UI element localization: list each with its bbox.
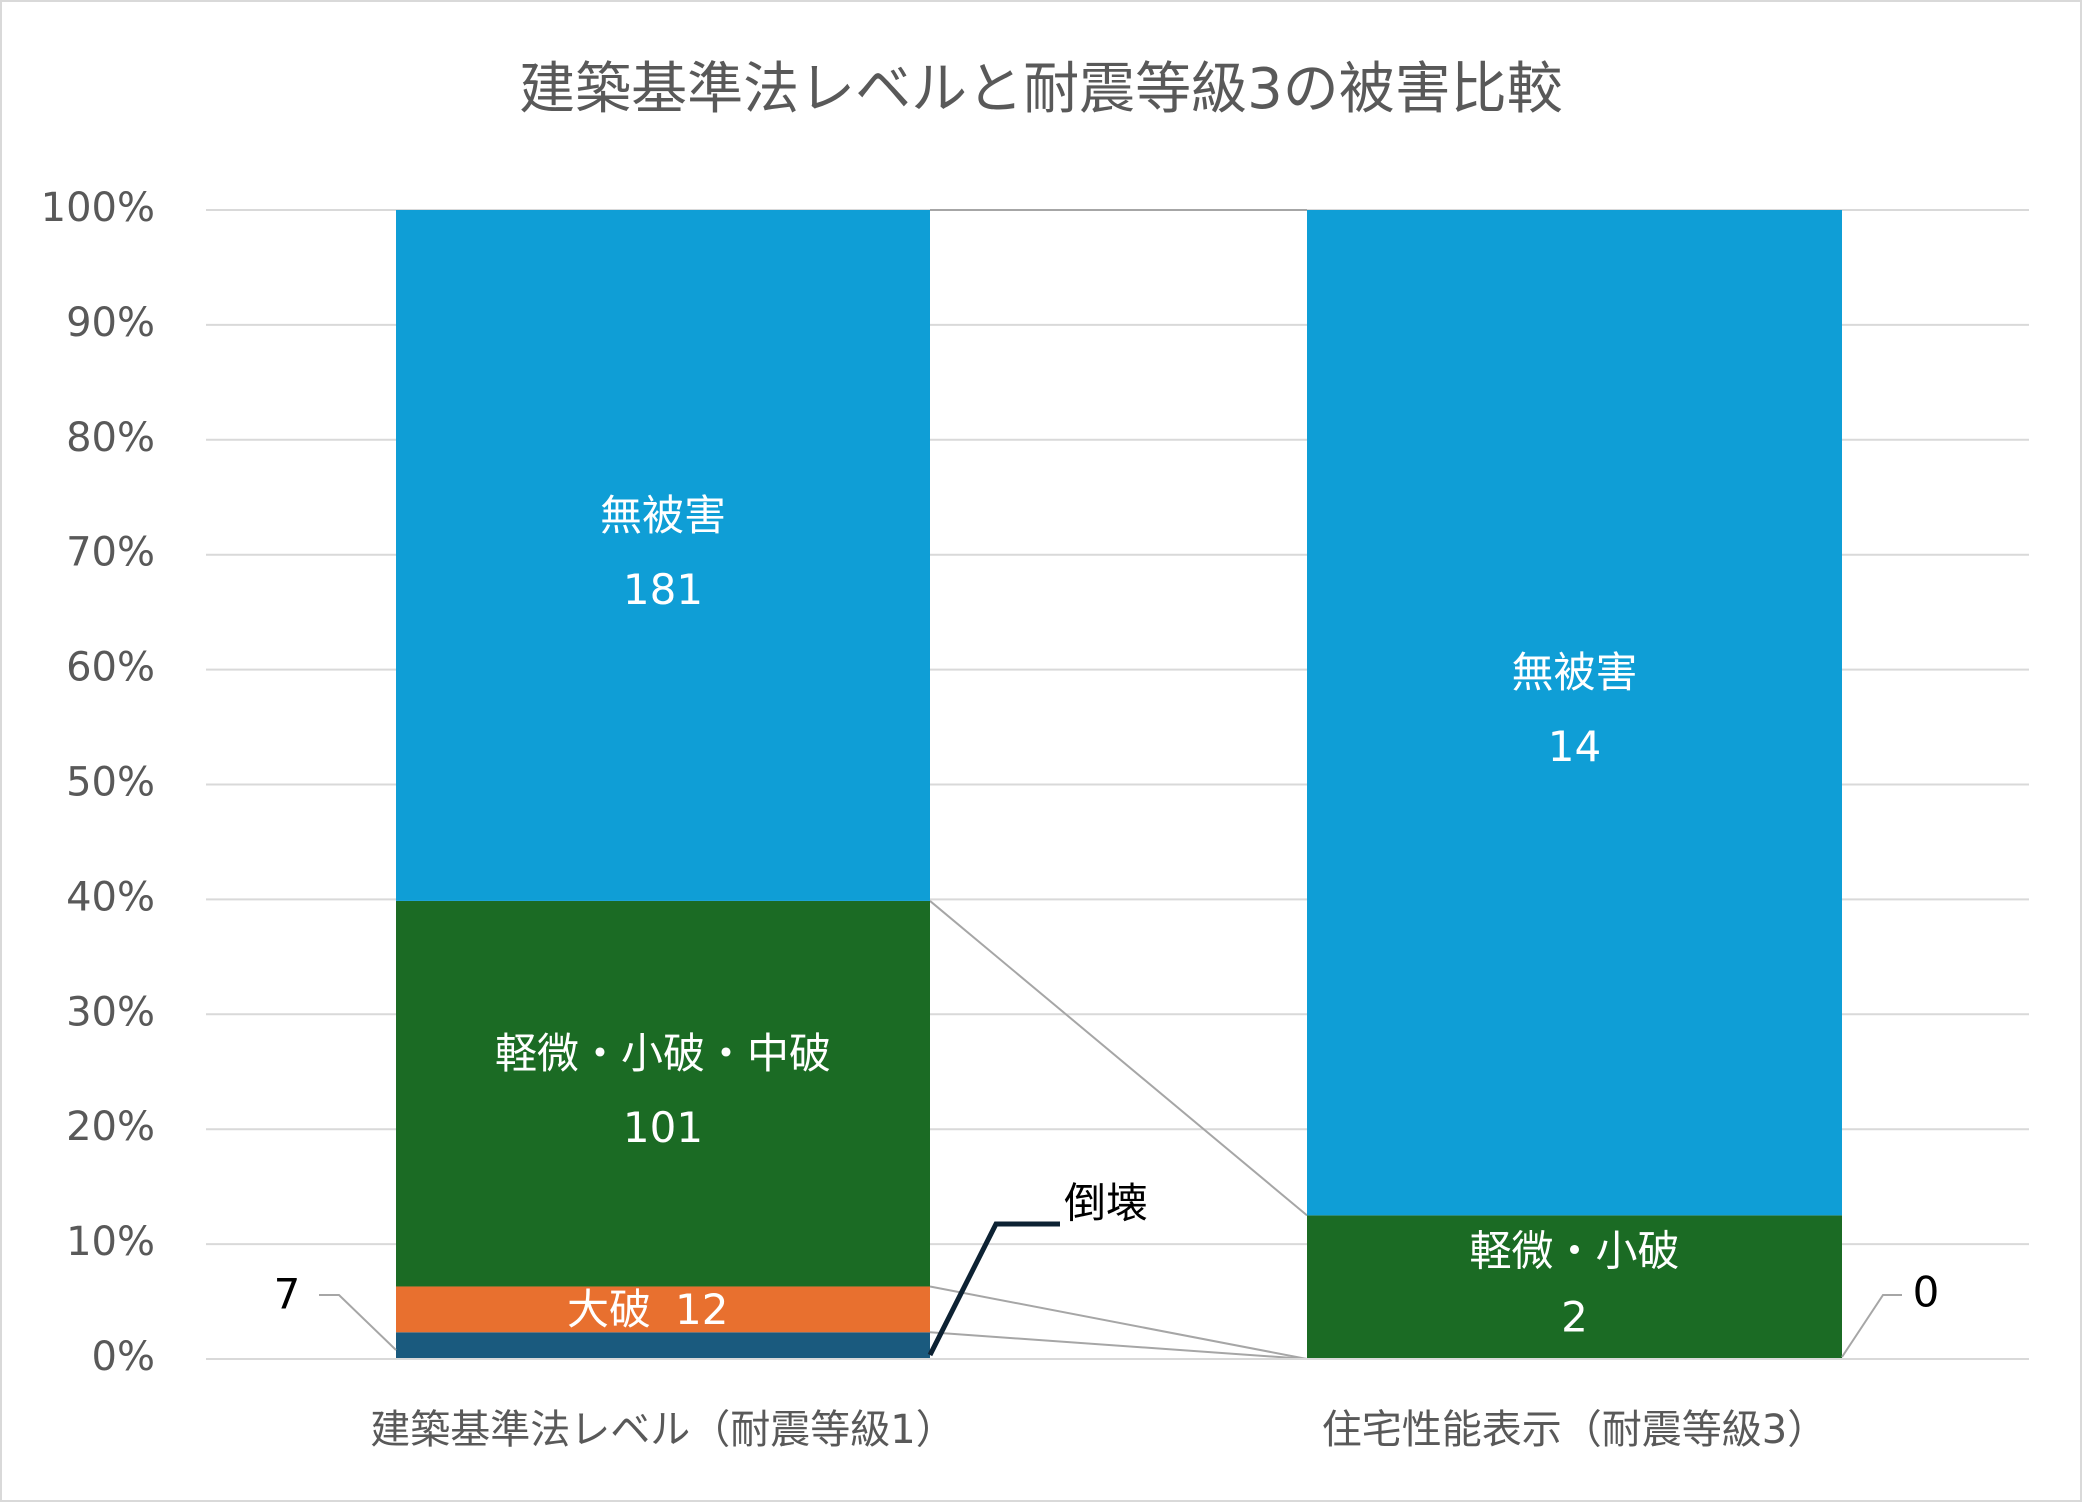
y-tick-label: 60% <box>66 645 155 691</box>
x-tick-label: 建築基準法レベル（耐震等級1） <box>370 1407 955 1453</box>
leader-line <box>1841 1294 1902 1358</box>
data-label: 0 <box>1913 1268 1940 1317</box>
y-tick-label: 30% <box>66 989 155 1035</box>
data-label: 12 <box>675 1285 728 1334</box>
bar-segment <box>396 210 930 901</box>
bar-segment <box>396 1332 930 1359</box>
bar-segment <box>396 900 930 1287</box>
bar-segment <box>1307 210 1842 1216</box>
series-name-label: 倒壊 <box>1064 1179 1148 1228</box>
bar-segment <box>1307 1215 1842 1359</box>
data-label: 7 <box>274 1270 301 1319</box>
data-label: 101 <box>623 1103 703 1152</box>
leader-line <box>319 1294 397 1351</box>
y-tick-label: 40% <box>66 874 155 920</box>
series-line <box>929 1331 1308 1360</box>
segment-name: 大破 <box>567 1285 651 1334</box>
y-tick-label: 0% <box>92 1334 155 1380</box>
series-line <box>929 900 1308 1217</box>
x-tick-label: 住宅性能表示（耐震等級3） <box>1322 1407 1827 1453</box>
y-tick-label: 70% <box>66 530 155 576</box>
y-tick-label: 80% <box>66 415 155 461</box>
bar-segment <box>396 1286 930 1333</box>
y-tick-label: 10% <box>66 1219 155 1265</box>
y-tick-label: 20% <box>66 1104 155 1150</box>
callout-line <box>927 1221 1060 1357</box>
segment-name: 無被害 <box>600 491 726 540</box>
segment-name: 無被害 <box>1511 648 1637 697</box>
data-label: 14 <box>1548 722 1601 771</box>
chart-title: 建築基準法レベルと耐震等級3の被害比較 <box>519 57 1563 122</box>
segment-name: 軽微・小破・中破 <box>495 1029 831 1078</box>
data-label: 181 <box>623 565 703 614</box>
y-tick-label: 50% <box>66 760 155 806</box>
series-line <box>929 1285 1308 1360</box>
y-tick-label: 100% <box>41 185 155 231</box>
segment-name: 軽微・小破 <box>1469 1227 1679 1276</box>
data-label: 2 <box>1561 1293 1588 1342</box>
y-tick-label: 90% <box>66 300 155 346</box>
